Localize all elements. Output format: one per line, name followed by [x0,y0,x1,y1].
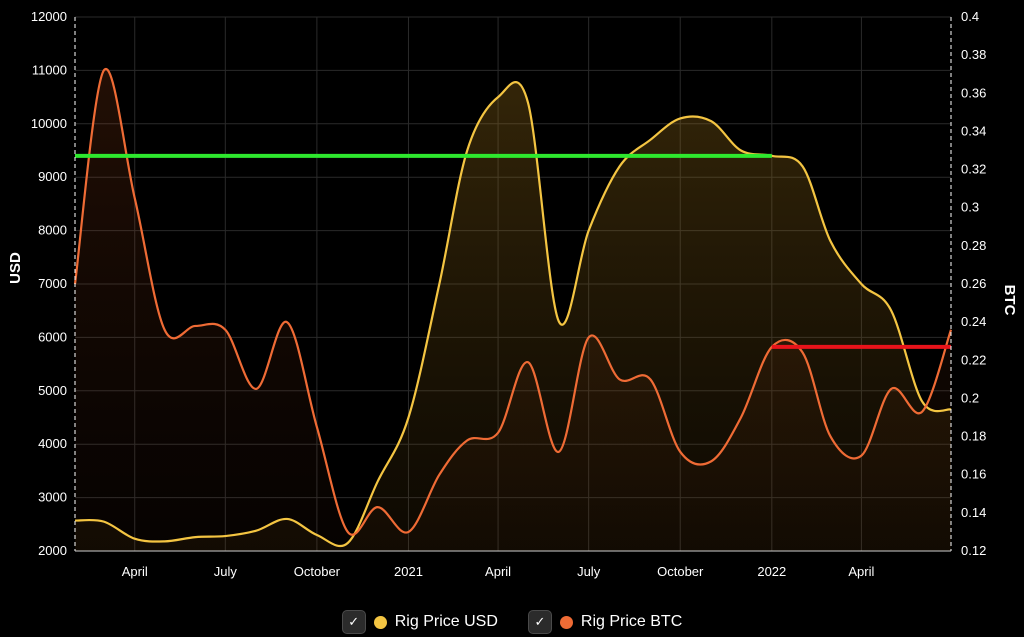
x-tick-label: October [294,564,341,579]
x-tick-label: October [657,564,704,579]
y-tick-label-left: 6000 [38,329,67,344]
y-tick-label-right: 0.14 [961,505,986,520]
x-tick-label: April [848,564,874,579]
usd-color-dot-icon [373,615,387,629]
y-axis-title-left: USD [7,252,24,284]
y-tick-label-left: 9000 [38,169,67,184]
x-tick-label: July [214,564,238,579]
y-tick-label-left: 8000 [38,223,67,238]
y-tick-label-right: 0.28 [961,238,986,253]
y-tick-label-right: 0.12 [961,543,986,558]
y-tick-label-right: 0.34 [961,123,986,138]
series-lines [73,67,953,548]
y-tick-label-right: 0.38 [961,47,986,62]
y-tick-label-right: 0.2 [961,390,979,405]
y-tick-label-left: 12000 [31,9,67,24]
legend-label-usd: Rig Price USD [394,613,498,630]
y-tick-label-left: 4000 [38,436,67,451]
reference-lines [75,153,951,349]
y-tick-label-right: 0.32 [961,162,986,177]
y-tick-label-left: 11000 [32,62,67,77]
y-axis-title-right: BTC [1001,285,1018,316]
x-tick-label: 2021 [394,564,423,579]
series-areas [75,68,951,552]
y-tick-label-right: 0.16 [961,467,986,482]
y-tick-label-right: 0.3 [961,200,979,215]
y-tick-label-left: 10000 [31,116,67,131]
usd-series-line [74,81,952,548]
y-tick-label-left: 7000 [38,276,67,291]
checkbox-check-icon[interactable]: ✓ [527,610,552,634]
btc-series-area [75,68,951,551]
y-tick-label-right: 0.36 [961,85,986,100]
y-tick-label-right: 0.18 [961,429,986,444]
y-tick-label-left: 2000 [38,543,67,558]
checkbox-check-icon[interactable]: ✓ [341,610,366,634]
y-tick-label-right: 0.4 [961,9,979,24]
btc-color-dot-icon [559,615,573,629]
y-tick-label-left: 5000 [38,383,67,398]
y-tick-label-right: 0.24 [961,314,986,329]
x-tick-label: 2022 [757,564,786,579]
x-tick-label: April [122,564,148,579]
legend-label-btc: Rig Price BTC [580,613,683,630]
legend-item-btc[interactable]: ✓ Rig Price BTC [527,610,683,634]
legend-item-usd[interactable]: ✓ Rig Price USD [341,610,498,634]
y-tick-label-left: 3000 [38,490,67,505]
x-tick-label: July [577,564,601,579]
y-tick-label-right: 0.22 [961,352,986,367]
chart: 2000 3000 4000 5000 6000 7000 8000 9000 10000 110… [7,9,1018,579]
y-tick-label-right: 0.26 [961,276,986,291]
legend: ✓ Rig Price USD ✓ Rig Price BTC [0,607,1024,637]
btc-series-line [73,67,953,536]
x-tick-label: April [485,564,511,579]
axes: 2000 3000 4000 5000 6000 7000 8000 9000 10000 110… [31,9,986,579]
